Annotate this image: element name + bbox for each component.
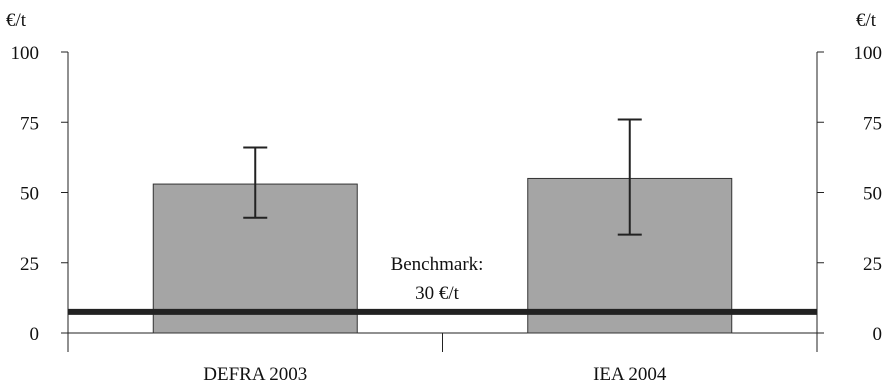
left-unit-label: €/t — [6, 10, 27, 31]
benchmark-label-line2: 30 €/t — [415, 283, 460, 304]
x-category-label: IEA 2004 — [593, 364, 667, 384]
left-y-tick-label: 0 — [30, 324, 40, 345]
right-unit-label: €/t — [856, 10, 877, 31]
right-y-tick-label: 50 — [863, 184, 882, 205]
left-y-tick-label: 75 — [20, 113, 39, 134]
right-y-tick-label: 100 — [854, 43, 883, 64]
x-category-label: DEFRA 2003 — [203, 364, 307, 384]
error-bars-group — [243, 118, 642, 236]
right-y-tick-label: 0 — [873, 324, 883, 345]
right-y-tick-label: 25 — [863, 254, 882, 275]
left-y-tick-label: 100 — [11, 43, 40, 64]
axes-group: 0 0 25 25 50 50 75 75 100 100 — [11, 43, 883, 352]
right-y-tick-label: 75 — [863, 113, 882, 134]
benchmark-label-line1: Benchmark: — [391, 254, 484, 275]
bars-group — [152, 177, 733, 334]
left-y-tick-label: 25 — [20, 254, 39, 275]
x-labels-group: DEFRA 2003 IEA 2004 — [203, 364, 667, 385]
left-y-tick-label: 50 — [20, 184, 39, 205]
